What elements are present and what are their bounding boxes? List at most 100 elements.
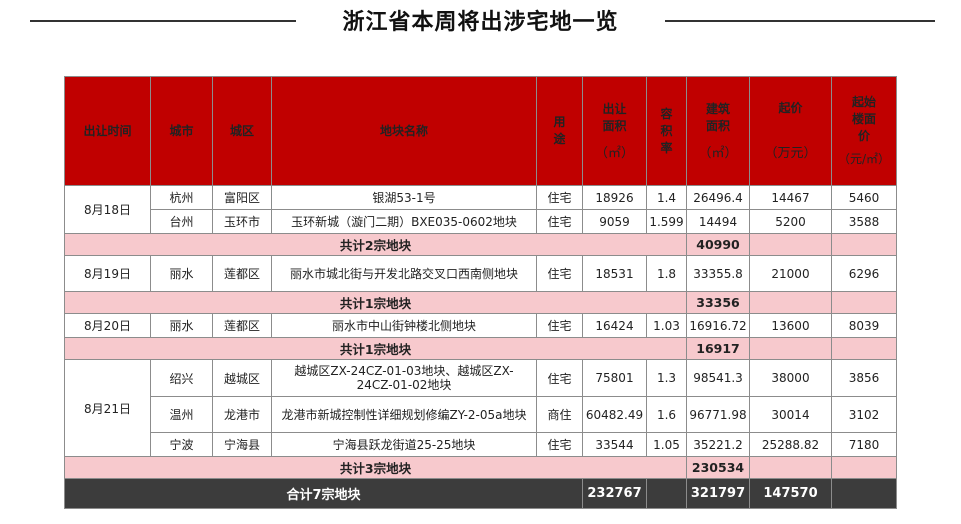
- floor-cell: 3588: [831, 209, 897, 234]
- far-cell: 1.599: [646, 209, 687, 234]
- subtotal-build: 230534: [686, 456, 750, 479]
- price-cell: 14467: [749, 185, 832, 210]
- price-cell: 13600: [749, 313, 832, 338]
- floor-cell: 3856: [831, 359, 897, 397]
- header-district: 城区: [212, 76, 272, 186]
- title-rule-right: [665, 20, 935, 22]
- plot-cell: 丽水市中山街钟楼北侧地块: [271, 313, 537, 338]
- use-cell: 住宅: [536, 359, 583, 397]
- date-cell: 8月20日: [64, 313, 151, 338]
- floor-cell: 7180: [831, 432, 897, 457]
- header-build-text: 建筑面积: [705, 101, 730, 133]
- subtotal-label: 共计2宗地块: [64, 233, 687, 256]
- subtotal-empty: [831, 233, 897, 256]
- plot-cell: 龙港市新城控制性详细规划修编ZY-2-05a地块: [271, 396, 537, 433]
- build-cell: 33355.8: [686, 255, 750, 292]
- header-city: 城市: [150, 76, 213, 186]
- plot-cell: 宁海县跃龙街道25-25地块: [271, 432, 537, 457]
- header-area-text: 出让面积: [602, 101, 627, 133]
- header-build-unit: （㎡）: [698, 145, 738, 161]
- subtotal-row: 共计1宗地块 33356: [64, 291, 897, 314]
- header-area: 出让面积 （㎡）: [582, 76, 647, 186]
- district-cell: 龙港市: [212, 396, 272, 433]
- header-use: 用途: [536, 76, 583, 186]
- subtotal-build: 33356: [686, 291, 750, 314]
- price-cell: 30014: [749, 396, 832, 433]
- district-cell: 越城区: [212, 359, 272, 397]
- date-cell: 8月19日: [64, 255, 151, 292]
- far-cell: 1.3: [646, 359, 687, 397]
- plot-cell: 越城区ZX-24CZ-01-03地块、越城区ZX-24CZ-01-02地块: [271, 359, 537, 397]
- subtotal-build: 16917: [686, 337, 750, 360]
- build-cell: 96771.98: [686, 396, 750, 433]
- use-cell: 住宅: [536, 255, 583, 292]
- district-cell: 富阳区: [212, 185, 272, 210]
- total-build: 321797: [686, 478, 750, 509]
- subtotal-label: 共计1宗地块: [64, 291, 687, 314]
- table-row: 宁波 宁海县 宁海县跃龙街道25-25地块 住宅 33544 1.05 3522…: [65, 432, 897, 457]
- price-cell: 5200: [749, 209, 832, 234]
- floor-cell: 5460: [831, 185, 897, 210]
- area-cell: 75801: [582, 359, 647, 397]
- table-row: 温州 龙港市 龙港市新城控制性详细规划修编ZY-2-05a地块 商住 60482…: [65, 396, 897, 433]
- district-cell: 玉环市: [212, 209, 272, 234]
- district-cell: 莲都区: [212, 255, 272, 292]
- header-floor-text: 起始楼面价: [851, 95, 876, 143]
- area-cell: 9059: [582, 209, 647, 234]
- subtotal-empty: [749, 337, 832, 360]
- area-cell: 60482.49: [582, 396, 647, 433]
- subtotal-empty: [749, 291, 832, 314]
- subtotal-build: 40990: [686, 233, 750, 256]
- city-cell: 温州: [150, 396, 213, 433]
- subtotal-row: 共计3宗地块 230534: [64, 456, 897, 479]
- page-title: 浙江省本周将出涉宅地一览: [342, 10, 619, 35]
- build-cell: 14494: [686, 209, 750, 234]
- header-use-text: 用途: [553, 115, 566, 146]
- subtotal-empty: [831, 291, 897, 314]
- use-cell: 住宅: [536, 185, 583, 210]
- far-cell: 1.05: [646, 432, 687, 457]
- use-cell: 商住: [536, 396, 583, 433]
- table-row: 8月19日 丽水 莲都区 丽水市城北街与开发北路交叉口西南侧地块 住宅 1853…: [64, 255, 897, 292]
- subtotal-empty: [749, 456, 832, 479]
- header-area-unit: （㎡）: [594, 145, 634, 161]
- date-cell: 8月18日: [64, 185, 151, 234]
- city-cell: 丽水: [150, 313, 213, 338]
- use-cell: 住宅: [536, 313, 583, 338]
- district-cell: 宁海县: [212, 432, 272, 457]
- city-cell: 台州: [150, 209, 213, 234]
- plot-cell: 丽水市城北街与开发北路交叉口西南侧地块: [271, 255, 537, 292]
- subtotal-label: 共计3宗地块: [64, 456, 687, 479]
- subtotal-label: 共计1宗地块: [64, 337, 687, 360]
- price-cell: 25288.82: [749, 432, 832, 457]
- total-price: 147570: [749, 478, 832, 509]
- subtotal-row: 共计1宗地块 16917: [64, 337, 897, 360]
- subtotal-empty: [831, 456, 897, 479]
- grand-total-row: 合计7宗地块 232767 321797 147570: [64, 478, 897, 509]
- header-time: 出让时间: [64, 76, 151, 186]
- far-cell: 1.6: [646, 396, 687, 433]
- build-cell: 16916.72: [686, 313, 750, 338]
- header-price-unit: （万元）: [764, 146, 817, 161]
- city-cell: 绍兴: [150, 359, 213, 397]
- build-cell: 26496.4: [686, 185, 750, 210]
- title-bar: 浙江省本周将出涉宅地一览: [0, 0, 961, 48]
- floor-cell: 3102: [831, 396, 897, 433]
- area-cell: 18926: [582, 185, 647, 210]
- total-empty: [646, 478, 687, 509]
- price-cell: 38000: [749, 359, 832, 397]
- header-floor-unit: （元/㎡）: [837, 152, 891, 166]
- build-cell: 35221.2: [686, 432, 750, 457]
- plot-cell: 玉环新城（漩门二期）BXE035-0602地块: [271, 209, 537, 234]
- table-row: 8月20日 丽水 莲都区 丽水市中山街钟楼北侧地块 住宅 16424 1.03 …: [64, 313, 897, 338]
- area-cell: 18531: [582, 255, 647, 292]
- total-label: 合计7宗地块: [64, 478, 583, 509]
- floor-cell: 8039: [831, 313, 897, 338]
- date-cell: 8月21日: [64, 359, 151, 457]
- city-cell: 丽水: [150, 255, 213, 292]
- subtotal-empty: [749, 233, 832, 256]
- header-floor-price: 起始楼面价 （元/㎡）: [831, 76, 897, 186]
- use-cell: 住宅: [536, 209, 583, 234]
- area-cell: 33544: [582, 432, 647, 457]
- plot-cell: 银湖53-1号: [271, 185, 537, 210]
